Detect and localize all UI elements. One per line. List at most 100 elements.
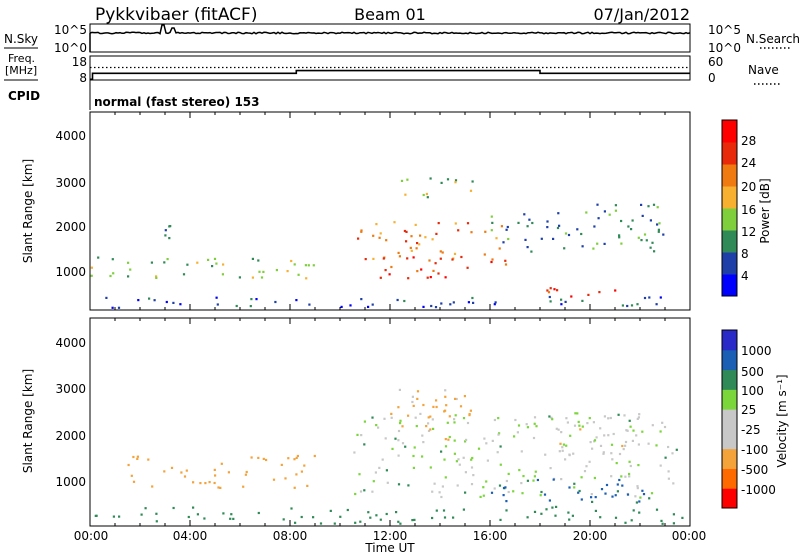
velocity-scatter-cell-402 xyxy=(559,442,562,445)
velocity-scatter-cell-356 xyxy=(590,496,593,499)
velocity-scatter-cell-187 xyxy=(486,459,489,462)
velocity-scatter-cell-377 xyxy=(642,493,646,496)
power-scatter-cell-192 xyxy=(620,219,623,223)
power-scatter-cell-19 xyxy=(430,304,433,308)
power-scatter-cell-109 xyxy=(403,229,406,233)
velocity-scatter-cell-216 xyxy=(465,438,468,441)
velocity-scatter-cell-169 xyxy=(371,490,374,493)
velocity-colorbar-cell-0 xyxy=(722,488,737,509)
velocity-scatter-cell-72 xyxy=(262,457,265,460)
freq-label-line2: [MHz] xyxy=(5,64,37,77)
velocity-scatter-cell-264 xyxy=(540,490,543,494)
velocity-scatter-cell-95 xyxy=(132,480,136,483)
velocity-scatter-cell-17 xyxy=(672,513,675,516)
velocity-scatter-cell-126 xyxy=(453,421,456,424)
velocity-scatter-cell-339 xyxy=(419,412,422,415)
power-scatter-cell-124 xyxy=(372,234,375,237)
velocity-scatter-cell-285 xyxy=(625,429,628,432)
velocity-scatter-cell-119 xyxy=(590,493,593,496)
velocity-scatter-cell-382 xyxy=(622,448,625,451)
sky-noise-panel: N.Sky 10^5 10^0 10^5 10^0 N.Search xyxy=(4,23,800,55)
power-scatter-cell-72 xyxy=(297,273,300,276)
velocity-colorbar-cell-1 xyxy=(722,468,737,489)
velocity-scatter-cell-31 xyxy=(94,514,97,517)
velocity-scatter-cell-229 xyxy=(539,494,542,497)
velocity-scatter-cell-86 xyxy=(250,456,253,459)
velocity-scatter-cell-56 xyxy=(551,506,554,509)
velocity-scatter-cell-43 xyxy=(232,517,235,520)
velocity-scatter-cell-121 xyxy=(433,482,436,485)
power-scatter-cell-127 xyxy=(378,236,381,239)
velocity-scatter-cell-61 xyxy=(112,515,115,518)
velocity-scatter-cell-52 xyxy=(140,513,143,516)
velocity-scatter-cell-401 xyxy=(621,444,624,448)
power-scatter-cell-31 xyxy=(308,303,311,306)
velocity-scatter-cell-388 xyxy=(599,427,602,430)
velocity-scatter-cell-392 xyxy=(631,439,634,442)
velocity-scatter-cell-396 xyxy=(586,422,589,425)
velocity-scatter-cell-354 xyxy=(618,478,621,482)
power-scatter-cell-53 xyxy=(307,264,310,267)
power-scatter-cell-162 xyxy=(596,242,599,245)
velocity-scatter-cell-5 xyxy=(505,509,508,512)
power-scatter-cell-202 xyxy=(552,237,555,240)
velocity-scatter-cell-118 xyxy=(667,477,670,480)
velocity-scatter-cell-336 xyxy=(416,390,420,393)
velocity-scatter-cell-143 xyxy=(629,425,632,428)
power-colorbar-cell-3 xyxy=(722,208,737,231)
power-scatter-cell-142 xyxy=(504,259,507,262)
velocity-scatter-cell-404 xyxy=(603,434,606,437)
velocity-scatter-cell-286 xyxy=(516,431,519,434)
power-scatter-cell-102 xyxy=(415,247,418,250)
velocity-scatter-cell-367 xyxy=(548,499,551,502)
velocity-scatter-cell-188 xyxy=(672,482,675,485)
power-scatter-cell-225 xyxy=(549,287,552,290)
velocity-scatter-cell-122 xyxy=(499,463,502,466)
velocity-scatter-cell-38 xyxy=(385,512,388,516)
velocity-scatter-cell-202 xyxy=(650,492,654,495)
velocity-scatter-cell-246 xyxy=(671,452,674,455)
velocity-scatter-cell-344 xyxy=(454,397,457,400)
velocity-y-tick-4000: 4000 xyxy=(55,336,86,350)
velocity-scatter-cell-384 xyxy=(624,444,627,447)
velocity-scatter-cell-353 xyxy=(536,478,539,482)
cpid-label: CPID xyxy=(8,89,40,103)
velocity-scatter-cell-231 xyxy=(599,444,603,447)
power-scatter-cell-233 xyxy=(547,291,551,294)
power-scatter-cell-227 xyxy=(570,295,573,298)
velocity-scatter-cell-233 xyxy=(363,443,366,446)
velocity-scatter-cell-327 xyxy=(411,400,414,404)
velocity-scatter-cell-109 xyxy=(170,466,174,469)
power-colorbar-tick-20: 20 xyxy=(741,180,756,194)
power-scatter-cell-166 xyxy=(546,220,549,223)
velocity-scatter-cell-183 xyxy=(610,443,614,446)
velocity-colorbar-cell-3 xyxy=(722,428,737,450)
velocity-scatter-cell-252 xyxy=(397,439,400,442)
power-scatter-cell-28 xyxy=(396,298,399,302)
velocity-scatter-cell-153 xyxy=(651,424,654,427)
power-scatter-cell-135 xyxy=(379,232,382,235)
power-scatter-cell-20 xyxy=(655,303,658,306)
velocity-scatter-cell-176 xyxy=(577,420,580,423)
velocity-scatter-cell-178 xyxy=(414,416,417,419)
velocity-colorbar-frame xyxy=(721,329,738,509)
velocity-colorbar-tick-neg100: -100 xyxy=(741,443,768,457)
power-scatter-cell-132 xyxy=(393,221,396,224)
power-scatter-cell-93 xyxy=(164,234,167,237)
velocity-colorbar-label: Velocity [m s⁻¹] xyxy=(775,374,789,467)
velocity-scatter-cell-253 xyxy=(514,418,517,422)
velocity-scatter-cell-63 xyxy=(144,507,147,510)
velocity-scatter-cell-42 xyxy=(660,519,663,522)
velocity-scatter-cell-254 xyxy=(404,445,407,448)
velocity-scatter-cell-322 xyxy=(469,409,472,412)
velocity-scatter-cell-106 xyxy=(244,473,247,476)
velocity-scatter-cell-263 xyxy=(448,435,451,439)
velocity-scatter-cell-369 xyxy=(502,486,506,490)
velocity-scatter-cell-139 xyxy=(576,412,579,415)
power-scatter-cell-22 xyxy=(422,305,425,308)
power-scatter-cell-235 xyxy=(400,179,404,182)
velocity-scatter-cell-255 xyxy=(659,430,662,433)
power-scatter-cell-151 xyxy=(437,272,440,275)
power-scatter-cell-30 xyxy=(564,300,567,303)
